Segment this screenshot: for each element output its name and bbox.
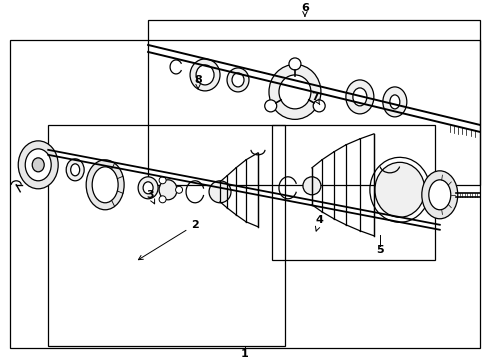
Text: 3: 3 bbox=[147, 190, 155, 204]
Text: 6: 6 bbox=[301, 3, 309, 16]
Ellipse shape bbox=[18, 141, 58, 189]
Ellipse shape bbox=[422, 171, 458, 219]
Ellipse shape bbox=[209, 181, 231, 203]
Ellipse shape bbox=[265, 100, 277, 112]
Ellipse shape bbox=[289, 58, 301, 70]
Ellipse shape bbox=[375, 162, 425, 217]
Ellipse shape bbox=[159, 196, 166, 203]
Ellipse shape bbox=[269, 64, 321, 120]
Ellipse shape bbox=[303, 177, 321, 195]
Bar bbox=[148, 20, 480, 185]
Ellipse shape bbox=[92, 167, 118, 203]
Text: 7: 7 bbox=[311, 92, 320, 105]
Ellipse shape bbox=[175, 186, 183, 193]
Text: 2: 2 bbox=[138, 220, 199, 260]
Ellipse shape bbox=[25, 149, 51, 181]
Bar bbox=[10, 40, 480, 348]
Ellipse shape bbox=[196, 65, 214, 85]
Ellipse shape bbox=[279, 75, 311, 109]
Ellipse shape bbox=[86, 160, 124, 210]
Ellipse shape bbox=[66, 159, 84, 181]
Text: 5: 5 bbox=[376, 245, 384, 255]
Bar bbox=[48, 125, 285, 346]
Ellipse shape bbox=[138, 177, 158, 199]
Ellipse shape bbox=[71, 164, 80, 176]
Text: 1: 1 bbox=[241, 348, 249, 359]
Ellipse shape bbox=[383, 87, 407, 117]
Ellipse shape bbox=[159, 177, 166, 184]
Ellipse shape bbox=[32, 158, 44, 172]
Ellipse shape bbox=[227, 68, 249, 92]
Ellipse shape bbox=[143, 182, 153, 194]
Text: 8: 8 bbox=[194, 75, 202, 89]
Ellipse shape bbox=[353, 88, 367, 106]
Ellipse shape bbox=[232, 73, 244, 87]
Ellipse shape bbox=[346, 80, 374, 114]
Ellipse shape bbox=[190, 59, 220, 91]
Text: 4: 4 bbox=[316, 215, 324, 231]
Ellipse shape bbox=[313, 100, 325, 112]
Ellipse shape bbox=[159, 180, 177, 200]
Ellipse shape bbox=[429, 180, 451, 210]
Bar bbox=[272, 125, 435, 260]
Ellipse shape bbox=[390, 95, 400, 109]
